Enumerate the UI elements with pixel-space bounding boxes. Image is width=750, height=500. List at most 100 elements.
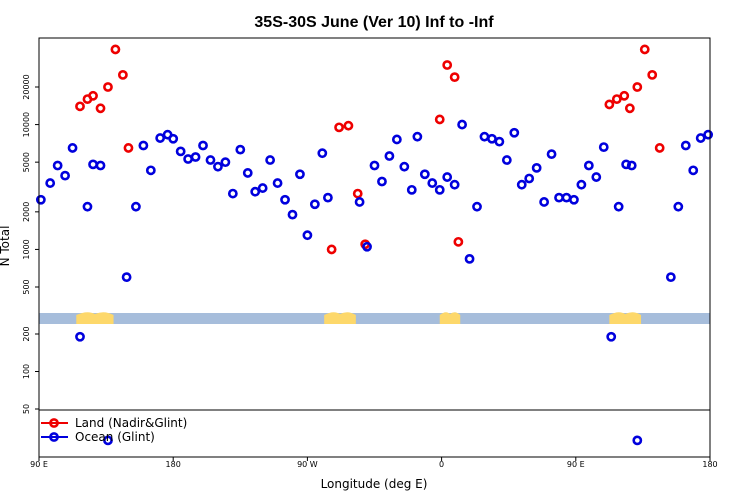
y-axis-label: N Total (0, 226, 12, 267)
ocean-point (302, 230, 313, 241)
ocean-point (227, 188, 238, 199)
land-point (95, 103, 106, 114)
ocean-point (546, 149, 557, 160)
land-point (110, 44, 121, 55)
x-tick-label: 180 (166, 460, 181, 469)
ocean-point (399, 161, 410, 172)
ocean-point (524, 173, 535, 184)
ocean-point (168, 133, 179, 144)
ocean-point (695, 133, 706, 143)
ocean-point (457, 119, 468, 130)
ocean-point (88, 159, 98, 170)
ocean-point (95, 160, 106, 171)
x-axis-label: Longitude (deg E) (321, 477, 428, 491)
y-axis-ticks: 20000 10000 5000 2000 1000 500 200 100 50 (22, 74, 39, 414)
ocean-point (384, 151, 395, 161)
land-point (123, 143, 134, 153)
legend-ocean-label: Ocean (Glint) (75, 430, 155, 444)
land-point (434, 114, 445, 125)
ocean-point (220, 157, 231, 168)
land-patch (439, 312, 461, 324)
ocean-point (175, 146, 186, 157)
legend-land-label: Land (Nadir&Glint) (75, 416, 187, 430)
ocean-point (531, 162, 542, 173)
ocean-point (501, 155, 512, 165)
ocean-point (554, 192, 564, 203)
x-tick-label: 180 (702, 460, 717, 469)
y-tick-label: 50 (22, 404, 31, 414)
x-tick-label: 90 W (297, 460, 318, 469)
ocean-point (377, 176, 387, 187)
x-tick-label: 90 E (567, 460, 585, 469)
ocean-point (598, 142, 609, 153)
land-point (654, 143, 665, 153)
ocean-point (198, 140, 208, 151)
ocean-point (479, 131, 490, 142)
y-tick-label: 5000 (22, 152, 31, 172)
ocean-point (673, 201, 684, 212)
land-point (624, 103, 635, 114)
ocean-point (60, 170, 70, 181)
ocean-point (155, 133, 166, 143)
x-tick-label: 0 (439, 460, 444, 469)
land-point (352, 188, 363, 199)
ocean-point (183, 154, 194, 164)
land-point (619, 90, 630, 101)
ocean-point (665, 272, 676, 283)
ocean-point (516, 179, 527, 190)
land-point (449, 72, 460, 83)
x-axis-ticks: 90 E 180 90 W 0 90 E 180 (30, 457, 718, 469)
ocean-point (35, 194, 46, 205)
ocean-point (369, 160, 380, 171)
ocean-point (434, 184, 445, 195)
ocean-point (257, 183, 268, 193)
ocean-point (419, 169, 430, 180)
ocean-point (67, 143, 78, 153)
ocean-point (621, 159, 632, 170)
ocean-point (121, 272, 132, 283)
ocean-point (606, 331, 617, 342)
ocean-point (539, 197, 550, 207)
ocean-point (287, 209, 298, 220)
land-point (453, 236, 464, 247)
ocean-point (576, 179, 587, 190)
land-ocean-band (39, 312, 710, 324)
ocean-point (205, 155, 216, 165)
ocean-point (427, 178, 438, 188)
ocean-point (103, 435, 113, 446)
ocean-point (583, 160, 594, 171)
ocean-point (265, 155, 276, 165)
ocean-point (688, 165, 699, 176)
ocean-point (487, 133, 497, 144)
land-point (334, 122, 344, 133)
land-point (75, 101, 85, 112)
land-patch (76, 312, 114, 324)
ocean-point (412, 131, 423, 142)
land-point (88, 90, 98, 101)
land-point (343, 120, 354, 131)
ocean-point (680, 140, 691, 151)
legend: Land (Nadir&Glint) Ocean (Glint) (41, 416, 187, 444)
legend-item-land: Land (Nadir&Glint) (41, 416, 187, 430)
ocean-point (323, 192, 333, 203)
chart-title: 35S-30S June (Ver 10) Inf to -Inf (254, 14, 494, 31)
legend-item-ocean: Ocean (Glint) (41, 430, 155, 444)
ocean-point (250, 186, 261, 197)
land-patch (324, 312, 356, 324)
ocean-point (213, 161, 223, 172)
y-tick-label: 10000 (22, 112, 31, 137)
data-points (35, 44, 714, 446)
ocean-point (509, 127, 520, 138)
ocean-band (39, 313, 710, 324)
ocean-point (569, 194, 579, 205)
land-point (442, 60, 453, 70)
ocean-point (632, 435, 643, 446)
ocean-point (494, 136, 505, 147)
land-point (647, 70, 658, 80)
land-point (117, 70, 128, 80)
plot-frame (38, 37, 711, 458)
legend-land-marker (49, 418, 59, 428)
ocean-point (354, 197, 365, 207)
